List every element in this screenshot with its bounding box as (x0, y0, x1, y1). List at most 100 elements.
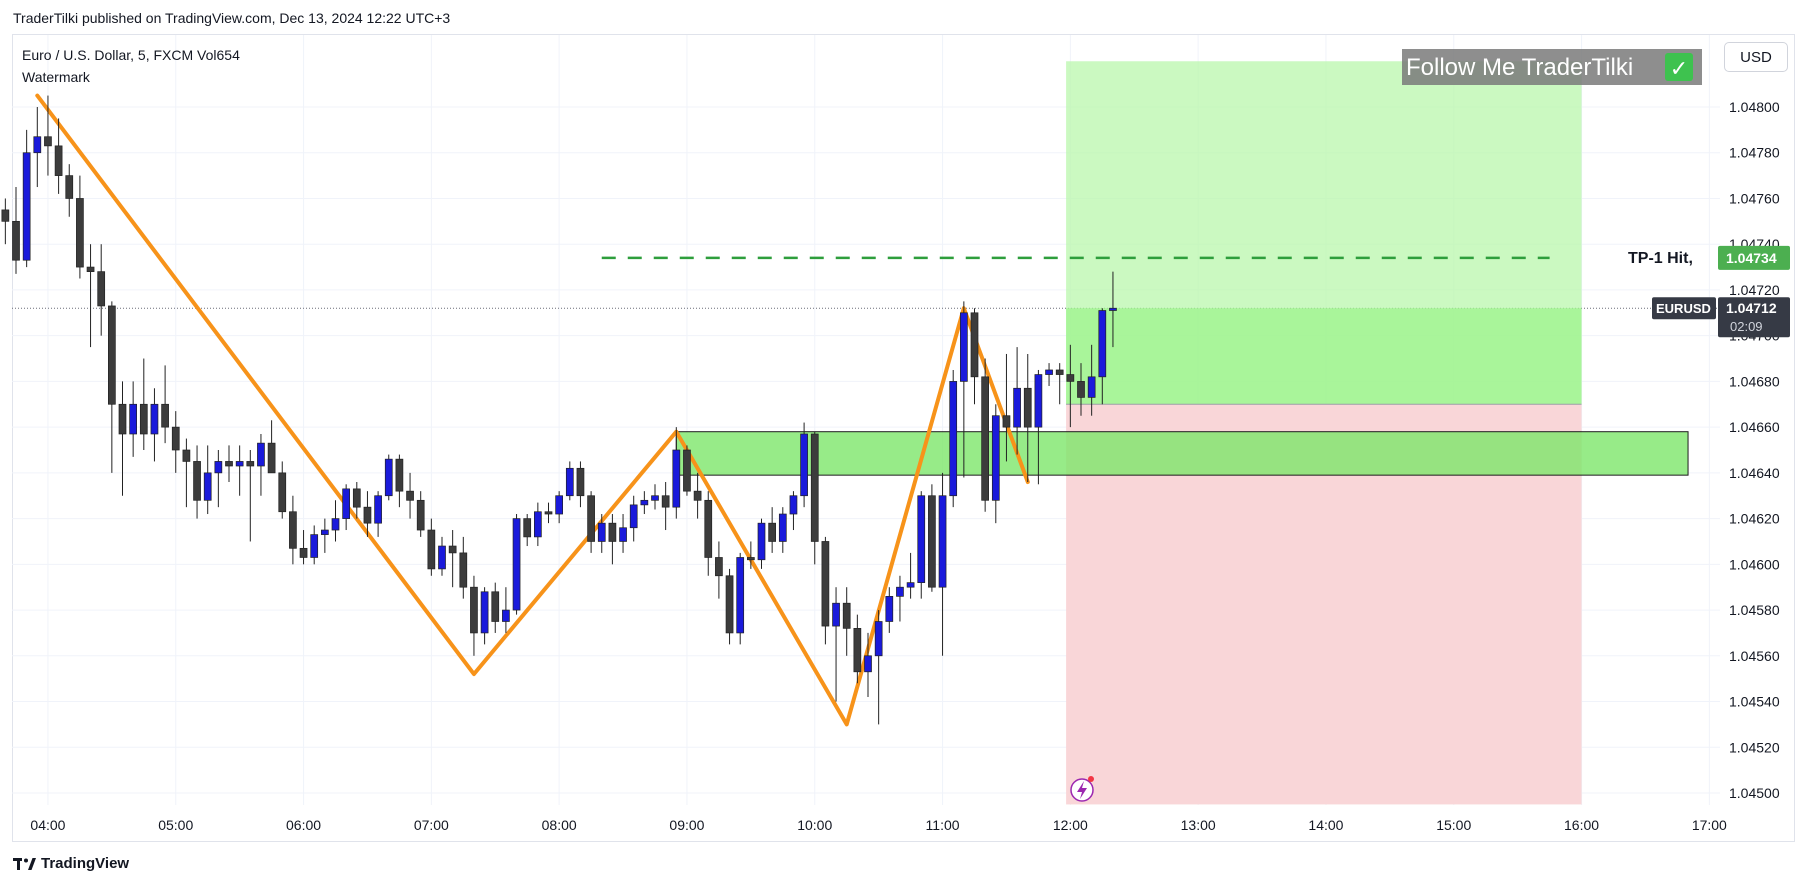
candle (640, 491, 649, 515)
candle-body (86, 266, 95, 272)
candle-body (736, 557, 745, 634)
candle (757, 518, 766, 569)
candle (352, 482, 361, 519)
price-tick-label: 1.04720 (1729, 282, 1780, 298)
candle-body (597, 522, 606, 542)
candle (278, 461, 287, 519)
zones-layer (675, 61, 1689, 805)
candle-body (214, 461, 223, 474)
candle (938, 472, 947, 656)
candle (672, 427, 681, 519)
watermark-indicator-label[interactable]: Watermark (22, 69, 90, 85)
candle (896, 575, 904, 622)
candle-body (363, 506, 372, 524)
candle-body (864, 655, 872, 673)
candle (33, 107, 42, 188)
candle-body (289, 511, 297, 549)
candle-body (928, 495, 936, 588)
candle-body (12, 220, 20, 261)
candle-body (1077, 381, 1085, 398)
supply-zone-box (675, 431, 1689, 476)
candle-body (1087, 376, 1096, 398)
candle (1013, 347, 1021, 455)
price-tick-label: 1.04760 (1729, 190, 1780, 206)
candle-body (533, 511, 542, 538)
candle-body (608, 522, 617, 542)
candle-body (981, 376, 990, 501)
candle (576, 461, 585, 508)
candle (1055, 363, 1064, 405)
candle (76, 175, 84, 279)
candle (651, 484, 659, 510)
candle-body (842, 602, 851, 629)
candle-body (225, 461, 233, 467)
tradingview-logo[interactable]: TradingView (13, 855, 129, 872)
candle-body (321, 529, 329, 535)
time-tick-label: 17:00 (1692, 817, 1727, 833)
candle-body (938, 495, 947, 588)
current-price-text: 1.04712 (1726, 300, 1777, 316)
follow-watermark-bg (1402, 49, 1702, 85)
candle (821, 536, 830, 645)
tp-label: TP-1 Hit, (1628, 250, 1693, 267)
price-tick-label: 1.04580 (1729, 602, 1780, 618)
candle (44, 95, 52, 176)
candle (1109, 271, 1117, 348)
candle-body (65, 175, 74, 199)
candle-body (1023, 387, 1032, 428)
candle (214, 450, 223, 508)
candle (629, 495, 638, 542)
candle (959, 301, 968, 478)
candle (1077, 363, 1085, 416)
candle (12, 187, 20, 274)
candle-body (800, 433, 808, 497)
candle (1087, 344, 1096, 416)
candle (810, 431, 819, 565)
candle-body (746, 557, 755, 561)
candle (928, 484, 936, 592)
time-tick-label: 09:00 (669, 817, 704, 833)
candle (778, 507, 787, 553)
candle-body (491, 591, 500, 622)
time-tick-label: 07:00 (414, 817, 449, 833)
candle (203, 445, 212, 515)
candle (384, 454, 393, 501)
candle (715, 541, 723, 599)
checkmark-icon-bg (1665, 53, 1693, 81)
candle-body (235, 461, 244, 467)
candle (118, 381, 127, 496)
candle-body (459, 552, 468, 588)
candle-body (54, 145, 63, 176)
candle (97, 244, 106, 336)
price-axis: 1.04500 1.04520 1.04540 1.04560 1.04580 1.046… (1652, 99, 1790, 801)
candle-body (821, 541, 830, 627)
time-tick-label: 10:00 (797, 817, 832, 833)
candle-body (810, 433, 819, 542)
candle-body (874, 621, 883, 657)
candle (1, 198, 10, 245)
candle-body (512, 518, 521, 611)
candle-body (299, 547, 308, 558)
price-tick-label: 1.04800 (1729, 99, 1780, 115)
candle-body (640, 499, 649, 506)
lightning-icon-bolt (1077, 781, 1087, 799)
currency-button[interactable]: USD (1724, 42, 1788, 72)
candle-body (789, 495, 798, 515)
candle (150, 388, 159, 462)
time-tick-label: 14:00 (1308, 817, 1343, 833)
candle (906, 552, 915, 599)
candle-body (129, 403, 137, 435)
symbol-info: Euro / U.S. Dollar, 5, FXCM Vol654 Water… (22, 44, 240, 88)
time-tick-label: 13:00 (1181, 817, 1216, 833)
candle (533, 502, 542, 547)
candle-body (416, 499, 425, 531)
candle (225, 445, 233, 483)
candle (438, 536, 446, 576)
time-tick-label: 16:00 (1564, 817, 1599, 833)
price-tick-label: 1.04560 (1729, 648, 1780, 664)
price-tick-label: 1.04620 (1729, 511, 1780, 527)
candle-body (438, 545, 446, 570)
candle (171, 411, 180, 473)
candle-body (1, 209, 10, 222)
